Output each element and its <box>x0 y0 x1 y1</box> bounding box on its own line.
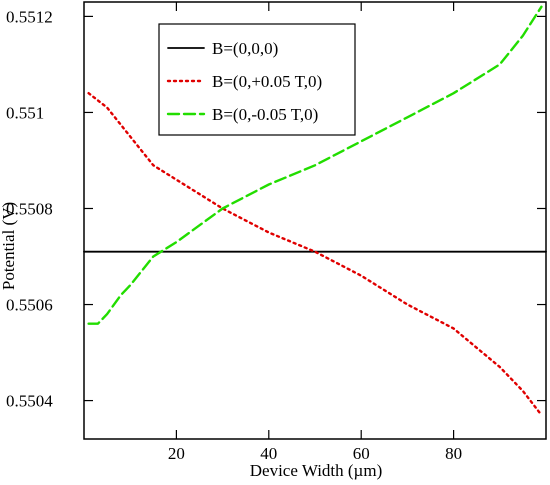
legend: B=(0,0,0) B=(0,+0.05 T,0) B=(0,-0.05 T,0) <box>158 23 356 136</box>
y-tick-label: 0.5504 <box>6 392 53 411</box>
legend-box <box>158 23 356 136</box>
y-tick-label: 0.5508 <box>6 199 53 218</box>
x-tick-label: 40 <box>260 444 277 463</box>
x-tick-label: 80 <box>445 444 462 463</box>
legend-label-2: B=(0,+0.05 T,0) <box>212 72 322 91</box>
plot-marks <box>83 5 547 417</box>
legend-label-1: B=(0,0,0) <box>212 39 278 58</box>
axis-ticks: 20 40 60 80 0.5504 0.5506 0.5508 0.551 0.5512 <box>6 2 546 463</box>
legend-label-3: B=(0,-0.05 T,0) <box>212 105 318 124</box>
x-tick-label: 20 <box>168 444 185 463</box>
y-axis-label: Potential (V) <box>0 202 18 290</box>
series-line-3 <box>87 5 543 325</box>
plot-frame <box>83 1 547 440</box>
series-line-2 <box>87 92 543 417</box>
y-tick-label: 0.5512 <box>6 7 53 26</box>
x-tick-label: 60 <box>353 444 370 463</box>
y-tick-label: 0.551 <box>6 103 44 122</box>
x-axis-label: Device Width (µm) <box>250 461 382 480</box>
y-tick-label: 0.5506 <box>6 296 53 315</box>
